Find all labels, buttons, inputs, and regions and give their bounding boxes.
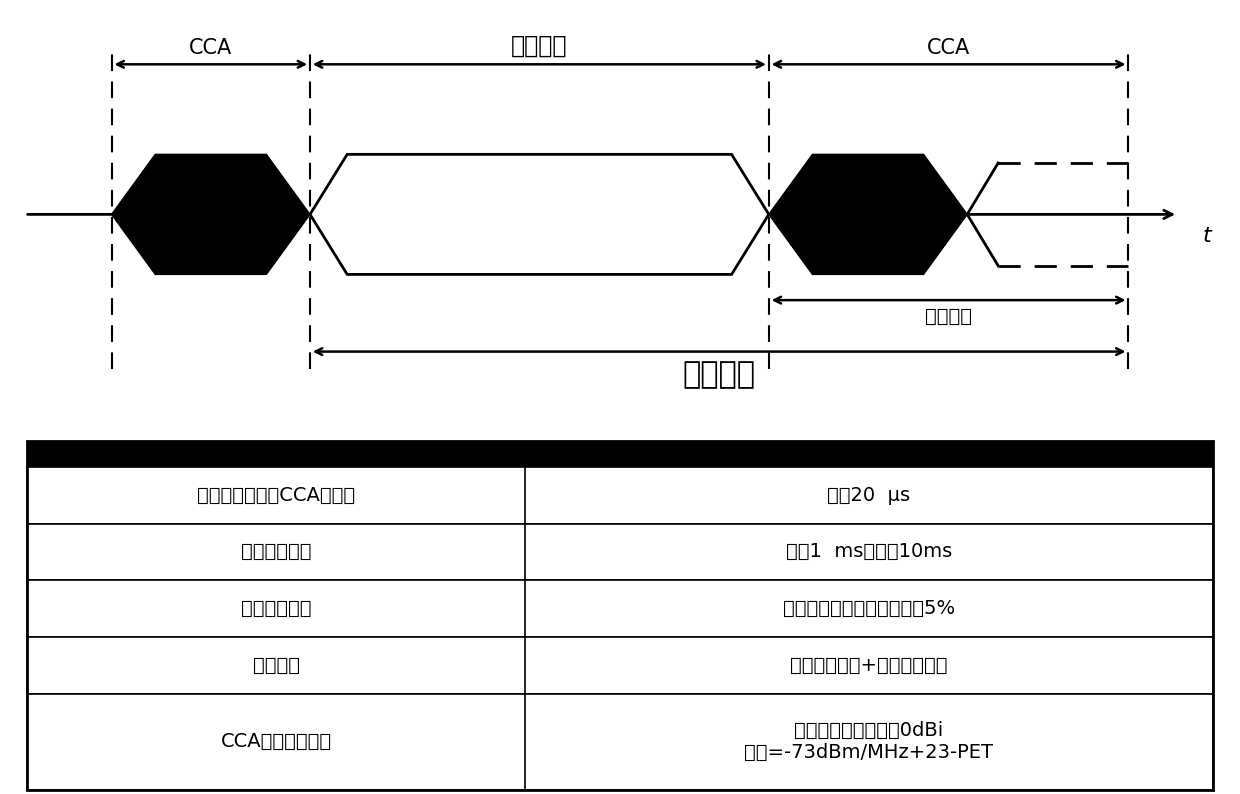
Polygon shape: [112, 154, 310, 275]
Text: 大于或等于信道占用时间的5%: 大于或等于信道占用时间的5%: [782, 599, 955, 618]
Text: CCA: CCA: [190, 38, 232, 58]
Text: 信道占用: 信道占用: [511, 34, 568, 58]
Bar: [27, 637, 1213, 694]
Bar: [27, 441, 1213, 467]
Text: 信道空闲: 信道空闲: [925, 306, 972, 326]
Text: CCA: CCA: [928, 38, 970, 58]
Text: 空闲信道评估（CCA）时间: 空闲信道评估（CCA）时间: [197, 486, 356, 505]
Bar: [27, 467, 1213, 523]
Polygon shape: [769, 154, 967, 275]
Text: 固定框架: 固定框架: [253, 656, 300, 675]
Text: 最小1  ms，最大10ms: 最小1 ms，最大10ms: [786, 542, 952, 561]
Bar: [27, 580, 1213, 637]
Bar: [27, 441, 1213, 790]
Text: 固定框架: 固定框架: [683, 360, 755, 389]
Text: 信道空闲时间: 信道空闲时间: [241, 599, 311, 618]
Text: 信道占用时间+信道空闲时间: 信道占用时间+信道空闲时间: [790, 656, 947, 675]
Text: CCA能量检测阈值: CCA能量检测阈值: [221, 732, 332, 751]
Text: 信道占用时间: 信道占用时间: [241, 542, 311, 561]
Text: t: t: [1203, 225, 1211, 246]
Bar: [27, 694, 1213, 790]
Polygon shape: [310, 154, 769, 275]
Bar: [27, 523, 1213, 580]
Text: 最小20  μs: 最小20 μs: [827, 486, 910, 505]
Text: 假设接收天线增益为0dBi
阈值=-73dBm/MHz+23-PET: 假设接收天线增益为0dBi 阈值=-73dBm/MHz+23-PET: [744, 721, 993, 762]
